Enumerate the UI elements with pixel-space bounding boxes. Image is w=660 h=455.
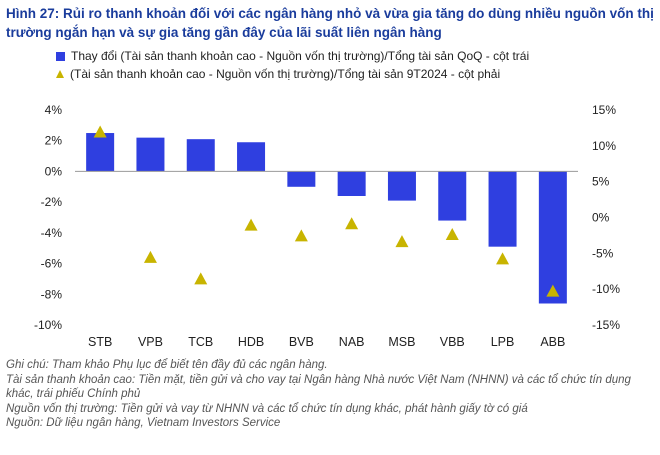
chart-notes: Ghi chú: Tham khảo Phụ lục để biết tên đ… — [6, 358, 656, 431]
y-left-tick-label: -8% — [41, 287, 63, 301]
bar — [538, 171, 567, 304]
bar — [136, 137, 165, 172]
bar — [287, 171, 316, 187]
legend-item-bar: Thay đổi (Tài sản thanh khoản cao - Nguồ… — [56, 47, 529, 65]
triangle-marker — [194, 272, 208, 285]
y-left-tick-label: 0% — [45, 164, 63, 178]
chart-plot: 4% 2% 0% -2% -4% -6% -8% -10% 15% 10% 5% 0% -5% -10% -… — [34, 103, 620, 349]
triangle-marker — [395, 235, 409, 248]
y-right-tick-label: 10% — [592, 139, 616, 153]
legend-label-triangle: (Tài sản thanh khoản cao - Nguồn vốn thị… — [70, 67, 501, 81]
bar — [337, 171, 366, 196]
y-right-tick-label: 15% — [592, 103, 616, 117]
bar — [237, 142, 266, 172]
triangle-marker — [546, 284, 560, 297]
y-left-tick-label: -6% — [41, 257, 63, 271]
x-tick-label: TCB — [188, 335, 213, 349]
x-tick-label: BVB — [289, 335, 314, 349]
x-tick-label: VBB — [440, 335, 465, 349]
note-line: Nguồn: Dữ liệu ngân hàng, Vietnam Invest… — [6, 417, 281, 430]
x-tick-label: VPB — [138, 335, 163, 349]
triangle-marker — [445, 227, 459, 240]
bar — [186, 139, 215, 172]
legend-triangle-marker — [56, 70, 64, 78]
triangle-marker — [294, 229, 308, 242]
y-left-tick-label: -2% — [41, 195, 63, 209]
x-tick-label: LPB — [491, 335, 515, 349]
note-line: Ghi chú: Tham khảo Phụ lục để biết tên đ… — [6, 359, 328, 371]
x-tick-label: ABB — [540, 335, 565, 349]
chart-legend: Thay đổi (Tài sản thanh khoản cao - Nguồ… — [56, 47, 529, 83]
legend-bar-swatch — [56, 51, 65, 61]
y-right-tick-label: -5% — [592, 246, 614, 260]
bar — [86, 133, 115, 172]
x-tick-label: STB — [88, 335, 112, 349]
triangle-marker — [244, 218, 258, 231]
x-tick-label: HDB — [238, 335, 264, 349]
y-left-tick-label: -10% — [34, 318, 62, 332]
triangle-marker — [93, 125, 107, 138]
legend-label-bar: Thay đổi (Tài sản thanh khoản cao - Nguồ… — [71, 49, 530, 63]
x-tick-label: NAB — [339, 335, 365, 349]
triangle-marker — [496, 252, 510, 265]
chart-title: Hình 27: Rủi ro thanh khoản đối với các … — [6, 6, 654, 40]
triangle-marker — [345, 217, 359, 230]
legend-item-triangle: (Tài sản thanh khoản cao - Nguồn vốn thị… — [56, 65, 529, 83]
x-tick-label: MSB — [388, 335, 415, 349]
note-line: Tài sản thanh khoản cao: Tiền mặt, tiền … — [6, 373, 631, 401]
note-line: Nguồn vốn thị trường: Tiền gửi và vay từ… — [6, 402, 528, 415]
y-left-tick-label: 2% — [45, 134, 63, 148]
y-right-tick-label: -15% — [592, 318, 620, 332]
bar — [488, 171, 517, 247]
y-right-tick-label: -10% — [592, 282, 620, 296]
bar — [438, 171, 467, 221]
y-right-tick-label: 5% — [592, 175, 610, 189]
triangle-marker — [143, 250, 157, 263]
y-left-tick-label: -4% — [41, 226, 63, 240]
bar — [387, 171, 416, 201]
y-left-tick-label: 4% — [45, 103, 63, 117]
y-right-tick-label: 0% — [592, 211, 610, 225]
